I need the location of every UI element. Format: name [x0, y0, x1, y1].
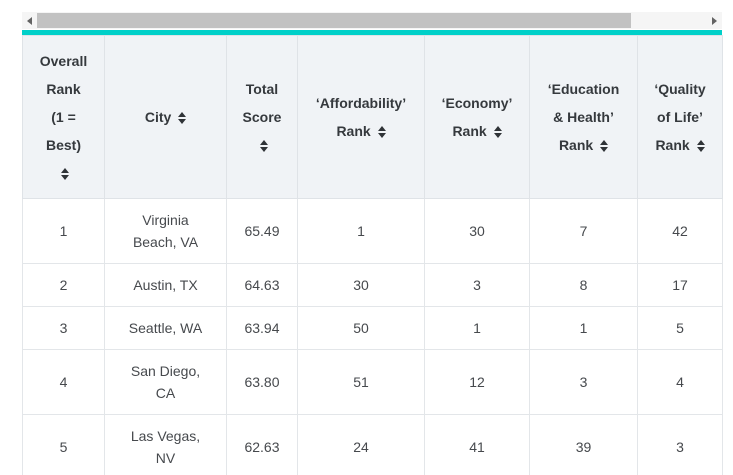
cell-city: Austin, TX [104, 263, 227, 307]
table-row: 1 Virginia Beach, VA 65.49 1 30 7 42 [22, 198, 723, 264]
table-row: 5 Las Vegas, NV 62.63 24 41 39 3 [22, 414, 723, 475]
cell-city: Virginia Beach, VA [104, 198, 227, 264]
sort-icon [377, 126, 386, 139]
cell-affordability-rank: 51 [297, 349, 425, 415]
cell-total-score: 64.63 [226, 263, 298, 307]
column-header-education-health-rank[interactable]: ‘Education & Health’ Rank [529, 35, 638, 199]
cell-overall-rank: 2 [22, 263, 105, 307]
scroll-right-button[interactable] [707, 12, 722, 29]
scroll-left-button[interactable] [22, 12, 37, 29]
sort-icon [178, 112, 187, 125]
cell-affordability-rank: 24 [297, 414, 425, 475]
cell-overall-rank: 5 [22, 414, 105, 475]
sort-icon [61, 168, 69, 181]
cell-economy-rank: 1 [424, 306, 530, 350]
cell-city: San Diego, CA [104, 349, 227, 415]
table-row: 3 Seattle, WA 63.94 50 1 1 5 [22, 306, 723, 350]
sort-icon [493, 126, 502, 139]
cell-education-health-rank: 39 [529, 414, 638, 475]
city-rankings-table: Overall Rank (1 = Best) City Total Score ‘Affo… [22, 35, 723, 475]
cell-quality-of-life-rank: 4 [637, 349, 723, 415]
cell-education-health-rank: 1 [529, 306, 638, 350]
cell-education-health-rank: 3 [529, 349, 638, 415]
column-header-affordability-rank[interactable]: ‘Affordability’ Rank [297, 35, 425, 199]
cell-affordability-rank: 1 [297, 198, 425, 264]
cell-quality-of-life-rank: 3 [637, 414, 723, 475]
left-arrow-icon [27, 16, 32, 25]
column-header-economy-rank[interactable]: ‘Economy’ Rank [424, 35, 530, 199]
cell-economy-rank: 41 [424, 414, 530, 475]
table-row: 4 San Diego, CA 63.80 51 12 3 4 [22, 349, 723, 415]
sort-icon [259, 140, 268, 153]
cell-education-health-rank: 8 [529, 263, 638, 307]
cell-quality-of-life-rank: 42 [637, 198, 723, 264]
cell-overall-rank: 1 [22, 198, 105, 264]
horizontal-scrollbar[interactable] [22, 12, 722, 29]
scrollbar-thumb[interactable] [37, 13, 631, 28]
column-header-total-score[interactable]: Total Score [226, 35, 298, 199]
cell-affordability-rank: 50 [297, 306, 425, 350]
cell-economy-rank: 30 [424, 198, 530, 264]
table-row: 2 Austin, TX 64.63 30 3 8 17 [22, 263, 723, 307]
column-header-city[interactable]: City [104, 35, 227, 199]
column-header-overall-rank[interactable]: Overall Rank (1 = Best) [22, 35, 105, 199]
right-arrow-icon [712, 16, 717, 25]
cell-quality-of-life-rank: 5 [637, 306, 723, 350]
accent-bar [22, 30, 722, 35]
cell-total-score: 65.49 [226, 198, 298, 264]
cell-overall-rank: 4 [22, 349, 105, 415]
cell-total-score: 62.63 [226, 414, 298, 475]
cell-economy-rank: 3 [424, 263, 530, 307]
cell-total-score: 63.94 [226, 306, 298, 350]
cell-total-score: 63.80 [226, 349, 298, 415]
cell-education-health-rank: 7 [529, 198, 638, 264]
cell-overall-rank: 3 [22, 306, 105, 350]
column-header-quality-of-life-rank[interactable]: ‘Quality of Life’ Rank [637, 35, 723, 199]
cell-affordability-rank: 30 [297, 263, 425, 307]
sort-icon [696, 140, 705, 153]
cell-city: Seattle, WA [104, 306, 227, 350]
cell-quality-of-life-rank: 17 [637, 263, 723, 307]
table-header-row: Overall Rank (1 = Best) City Total Score ‘Affo… [22, 35, 723, 199]
cell-economy-rank: 12 [424, 349, 530, 415]
sort-icon [600, 140, 609, 153]
cell-city: Las Vegas, NV [104, 414, 227, 475]
